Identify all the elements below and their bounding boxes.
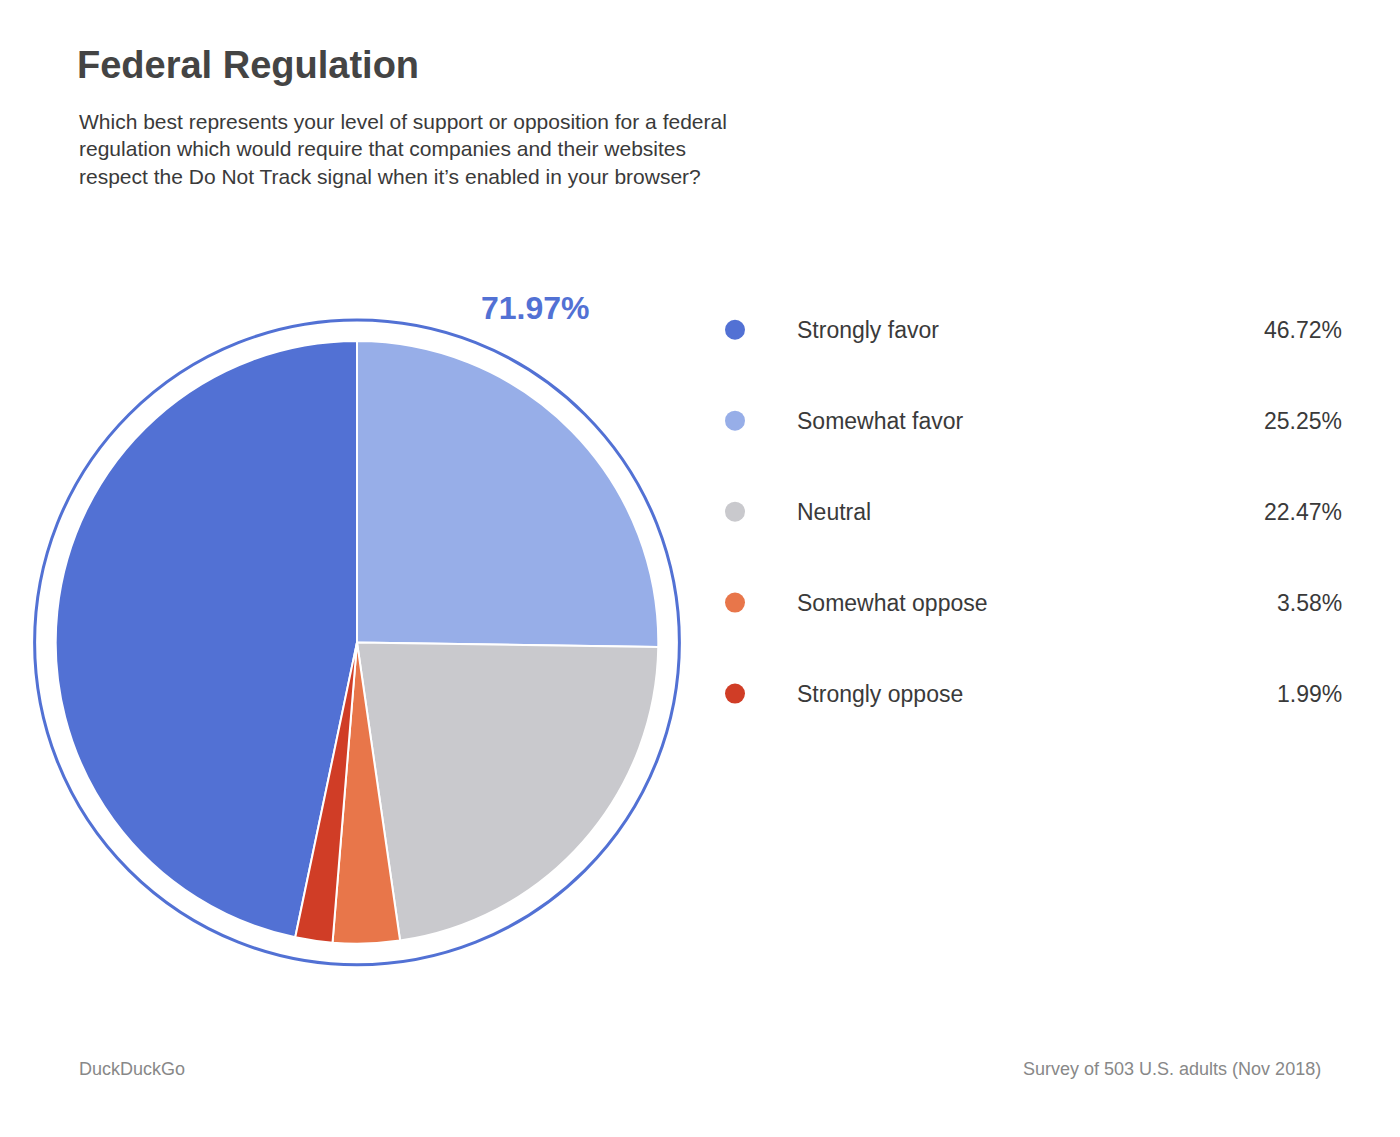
svg-text:Federal Regulation: Federal Regulation <box>77 44 419 86</box>
svg-text:DuckDuckGo: DuckDuckGo <box>79 1059 185 1079</box>
svg-text:Neutral: Neutral <box>797 499 871 525</box>
svg-text:Somewhat favor: Somewhat favor <box>797 408 964 434</box>
svg-text:3.58%: 3.58% <box>1277 590 1342 616</box>
svg-text:22.47%: 22.47% <box>1264 499 1342 525</box>
svg-text:1.99%: 1.99% <box>1277 681 1342 707</box>
svg-text:Survey of 503 U.S. adults (Nov: Survey of 503 U.S. adults (Nov 2018) <box>1023 1059 1321 1079</box>
svg-text:Somewhat oppose: Somewhat oppose <box>797 590 988 616</box>
svg-text:Strongly favor: Strongly favor <box>797 317 939 343</box>
svg-text:Strongly oppose: Strongly oppose <box>797 681 963 707</box>
svg-text:46.72%: 46.72% <box>1264 317 1342 343</box>
svg-text:Which best represents your lev: Which best represents your level of supp… <box>79 110 727 188</box>
svg-text:25.25%: 25.25% <box>1264 408 1342 434</box>
svg-text:71.97%: 71.97% <box>481 290 590 326</box>
